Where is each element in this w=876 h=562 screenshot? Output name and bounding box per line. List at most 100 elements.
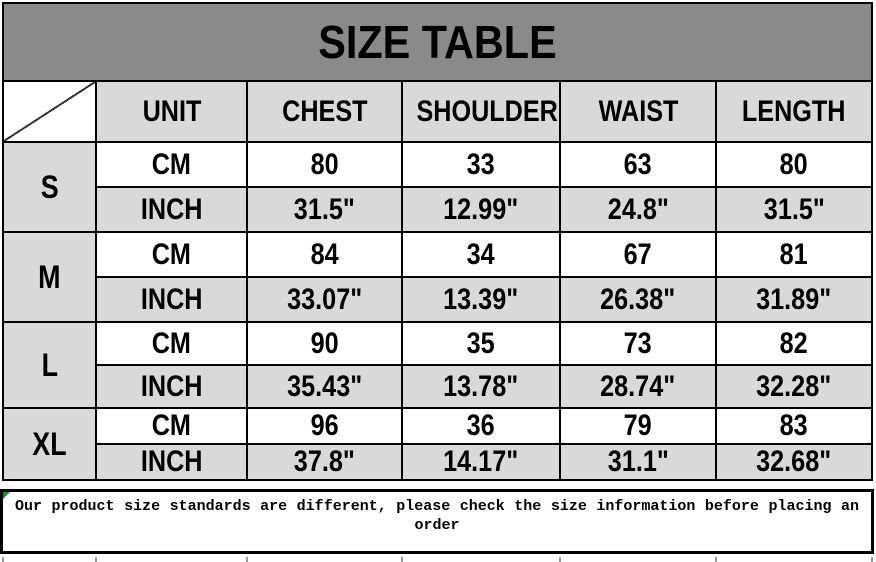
column-header-unit: UNIT xyxy=(95,80,248,143)
column-header-waist-label: WAIST xyxy=(598,94,678,128)
diagonal-header-cell xyxy=(2,80,97,143)
cell-value: 13.39" xyxy=(443,282,519,316)
cell-s-length-cm: 80 xyxy=(714,141,874,188)
size-label-xl-text: XL xyxy=(32,425,67,462)
unit-label-inch: INCH xyxy=(95,276,248,323)
cell-l-length-cm: 82 xyxy=(714,321,874,366)
size-label-m-text: M xyxy=(38,258,61,295)
grid-line xyxy=(559,557,561,562)
cell-m-shoulder-inch: 13.39" xyxy=(401,276,561,323)
cell-value: 32.68" xyxy=(756,445,832,478)
unit-label-cm: CM xyxy=(95,231,248,278)
cell-value: 33 xyxy=(466,147,496,181)
cell-m-chest-cm: 84 xyxy=(246,231,403,278)
cell-value: 37.8" xyxy=(293,445,356,478)
cell-value: 31.5" xyxy=(293,192,356,226)
cell-xl-waist-cm: 79 xyxy=(559,407,717,445)
unit-label-cm: CM xyxy=(95,321,248,366)
cell-value: 12.99" xyxy=(443,192,519,226)
cell-value: 14.17" xyxy=(443,445,519,478)
table-row: M CM 84 34 67 81 xyxy=(2,231,874,323)
cell-xl-waist-inch: 31.1" xyxy=(559,443,717,481)
cell-xl-chest-inch: 37.8" xyxy=(246,443,403,481)
cell-value: 96 xyxy=(310,409,339,442)
cell-m-waist-inch: 26.38" xyxy=(559,276,717,323)
cell-value: 26.38" xyxy=(600,282,676,316)
cell-value: 80 xyxy=(310,147,339,181)
cell-value: 73 xyxy=(623,326,653,360)
cell-value: 35 xyxy=(466,326,496,360)
table-row: INCH 37.8" 14.17" 31.1" 32.68" xyxy=(3,443,874,481)
unit-label-inch-text: INCH xyxy=(140,282,203,316)
unit-label-inch: INCH xyxy=(95,364,248,409)
cell-value: 83 xyxy=(779,409,809,442)
cell-value: 31.1" xyxy=(607,445,669,478)
cell-m-shoulder-cm: 34 xyxy=(401,231,561,278)
table-row: L CM 90 35 73 82 xyxy=(2,321,874,409)
cell-l-chest-cm: 90 xyxy=(246,321,403,366)
column-header-unit-label: UNIT xyxy=(142,94,201,128)
grid-line xyxy=(246,557,248,562)
cell-value: 31.89" xyxy=(756,282,832,316)
cell-value: 79 xyxy=(623,409,653,442)
unit-label-cm: CM xyxy=(95,407,248,445)
table-row: INCH 35.43" 13.78" 28.74" 32.28" xyxy=(3,364,874,409)
cell-value: 31.5" xyxy=(763,192,825,226)
page-title: SIZE TABLE xyxy=(318,16,557,68)
unit-label-inch: INCH xyxy=(95,186,248,233)
unit-label-cm: CM xyxy=(95,141,248,188)
cell-value: 90 xyxy=(310,326,339,360)
cell-l-length-inch: 32.28" xyxy=(714,364,874,409)
title-cell: SIZE TABLE xyxy=(1,2,874,82)
unit-label-cm-text: CM xyxy=(151,409,192,442)
cell-value: 35.43" xyxy=(286,369,362,403)
cell-corner-marker-icon xyxy=(3,492,10,499)
unit-label-inch-text: INCH xyxy=(140,192,203,226)
unit-label-cm-text: CM xyxy=(151,237,192,271)
cell-l-shoulder-cm: 35 xyxy=(401,321,561,366)
cell-value: 24.8" xyxy=(607,192,669,226)
grid-line xyxy=(401,557,403,562)
note-box: Our product size standards are different… xyxy=(0,489,874,554)
table-row: INCH 33.07" 13.39" 26.38" 31.89" xyxy=(3,276,874,323)
cell-s-shoulder-cm: 33 xyxy=(401,141,561,188)
cell-s-chest-inch: 31.5" xyxy=(246,186,403,233)
cell-value: 81 xyxy=(779,237,809,271)
cell-s-chest-cm: 80 xyxy=(246,141,403,188)
table-grid-sliver xyxy=(0,557,876,562)
column-header-chest-label: CHEST xyxy=(281,94,368,128)
cell-value: 28.74" xyxy=(600,369,676,403)
cell-value: 67 xyxy=(623,237,653,271)
grid-line xyxy=(2,557,4,562)
cell-l-chest-inch: 35.43" xyxy=(246,364,403,409)
size-label-m: M xyxy=(2,231,97,323)
cell-m-waist-cm: 67 xyxy=(559,231,717,278)
size-label-xl: XL xyxy=(2,407,97,481)
size-label-l: L xyxy=(2,321,97,409)
unit-label-cm-text: CM xyxy=(151,147,192,181)
cell-m-length-inch: 31.89" xyxy=(714,276,874,323)
cell-l-waist-cm: 73 xyxy=(559,321,717,366)
header-row: UNIT CHEST SHOULDER WAIST LENGTH xyxy=(2,80,874,143)
column-header-chest: CHEST xyxy=(246,80,403,143)
grid-line xyxy=(95,557,97,562)
cell-s-length-inch: 31.5" xyxy=(714,186,874,233)
size-label-l-text: L xyxy=(41,346,58,383)
cell-s-waist-inch: 24.8" xyxy=(559,186,717,233)
column-header-shoulder-label: SHOULDER xyxy=(416,94,558,128)
unit-label-cm-text: CM xyxy=(151,326,192,360)
cell-value: 80 xyxy=(779,147,809,181)
table-row: INCH 31.5" 12.99" 24.8" 31.5" xyxy=(3,186,874,233)
cell-value: 36 xyxy=(466,409,496,442)
cell-s-shoulder-inch: 12.99" xyxy=(401,186,561,233)
unit-label-inch-text: INCH xyxy=(140,445,203,478)
cell-xl-chest-cm: 96 xyxy=(246,407,403,445)
cell-value: 34 xyxy=(466,237,496,271)
grid-line xyxy=(871,557,873,562)
cell-l-waist-inch: 28.74" xyxy=(559,364,717,409)
unit-label-inch-text: INCH xyxy=(140,369,203,403)
size-label-s: S xyxy=(2,141,97,233)
cell-value: 63 xyxy=(623,147,653,181)
cell-xl-length-inch: 32.68" xyxy=(714,443,874,481)
